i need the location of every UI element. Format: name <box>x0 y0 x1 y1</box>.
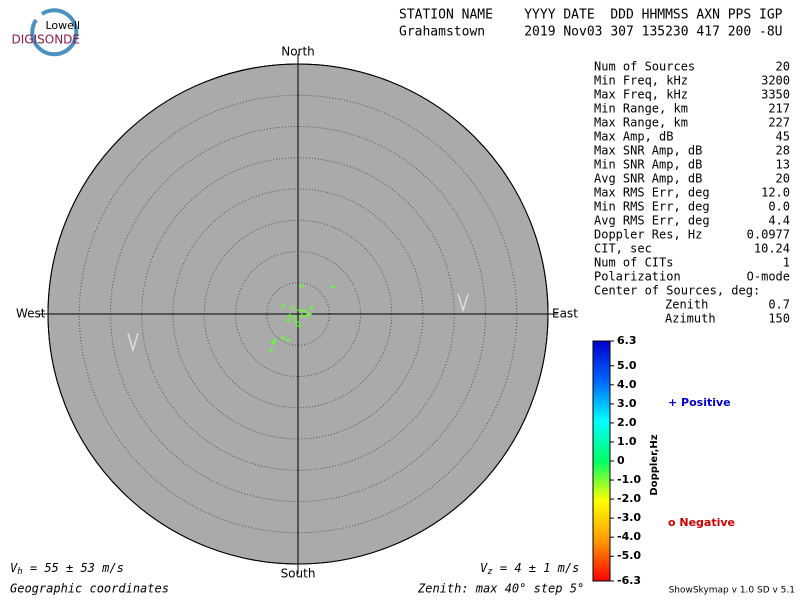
glyph <box>127 332 139 353</box>
colorbar-tick-label: -4.0 <box>617 530 641 543</box>
colorbar-tick-label: -3.0 <box>617 511 641 524</box>
source-point <box>298 283 304 289</box>
stat-value: 0.7 <box>768 298 790 312</box>
stat-value: 10.24 <box>754 242 790 256</box>
stat-label: Max RMS Err, deg <box>594 186 710 200</box>
colorbar-tick-label: 0 <box>617 454 625 467</box>
colorbar <box>592 340 611 582</box>
source-point <box>268 348 274 354</box>
glyph <box>457 293 469 313</box>
velocity-label: Vz = 4 ± 1 m/s <box>480 561 579 577</box>
source-point <box>285 317 291 323</box>
source-point <box>280 335 286 341</box>
source-point <box>293 319 299 325</box>
stat-value: 12.0 <box>761 186 790 200</box>
colorbar-tick-label: 5.0 <box>617 359 637 372</box>
source-point <box>270 340 276 346</box>
velocity-part: = 55 ± 53 m/s <box>23 561 124 575</box>
source-point <box>280 303 286 309</box>
stat-value: 0.0 <box>768 200 790 214</box>
stat-label: Max Freq, kHz <box>594 88 688 102</box>
stat-label: Min RMS Err, deg <box>594 200 710 214</box>
header-line: STATION NAME YYYY DATE DDD HHMMSS AXN PP… <box>399 8 783 23</box>
colorbar-tick-label: -2.0 <box>617 492 641 505</box>
colorbar-tick-label: 3.0 <box>617 397 637 410</box>
stat-label: Min Freq, kHz <box>594 74 688 88</box>
stat-label: CIT, sec <box>594 242 652 256</box>
source-point <box>330 284 336 290</box>
stat-value: O-mode <box>747 270 790 284</box>
stat-label: Center of Sources, deg: <box>594 284 760 298</box>
legend-positive: + Positive <box>668 396 731 409</box>
stat-value: 20 <box>776 172 790 186</box>
velocity-part: z <box>487 567 492 577</box>
velocity-label: Vh = 55 ± 53 m/s <box>10 561 124 577</box>
stat-value: 227 <box>768 116 790 130</box>
stat-value: 217 <box>768 102 790 116</box>
colorbar-tick-label: 2.0 <box>617 416 637 429</box>
colorbar-tick-label: 1.0 <box>617 435 637 448</box>
source-point <box>296 323 302 329</box>
stat-label: Azimuth <box>665 312 716 326</box>
stat-value: 3350 <box>761 88 790 102</box>
stat-label: Max SNR Amp, dB <box>594 144 702 158</box>
logo-bottom: DIGISONDE <box>12 33 80 47</box>
colorbar-tick-label: 4.0 <box>617 378 637 391</box>
stat-label: Avg SNR Amp, dB <box>594 172 702 186</box>
source-point <box>301 308 307 314</box>
legend-negative: o Negative <box>668 516 735 529</box>
logo-arc <box>30 8 79 57</box>
zenith-label: Zenith: max 40° step 5° <box>417 582 584 596</box>
velocity-part: V <box>480 561 488 575</box>
source-point <box>285 337 291 343</box>
source-point <box>304 313 310 319</box>
colorbar-tick-label: 6.3 <box>617 334 637 347</box>
logo-top: Lowell <box>45 19 80 32</box>
stat-value: 28 <box>776 144 790 158</box>
header-line: Grahamstown 2019 Nov03 307 135230 417 20… <box>399 25 783 40</box>
direction-label: West <box>16 307 46 321</box>
direction-label: East <box>552 307 578 321</box>
stat-value: 0.0977 <box>747 228 790 242</box>
coords-label: Geographic coordinates <box>10 582 169 596</box>
stat-value: 13 <box>776 158 790 172</box>
source-point <box>299 313 305 319</box>
stat-value: 3200 <box>761 74 790 88</box>
velocity-part: = 4 ± 1 m/s <box>493 561 580 575</box>
stat-value: 150 <box>768 312 790 326</box>
stat-label: Max Range, km <box>594 116 688 130</box>
source-point <box>290 305 296 311</box>
stat-label: Min SNR Amp, dB <box>594 158 702 172</box>
stat-label: Zenith <box>665 298 708 312</box>
velocity-part: h <box>17 567 22 577</box>
source-point <box>309 305 315 311</box>
colorbar-tick-label: -5.0 <box>617 549 641 562</box>
stat-label: Num of CITs <box>594 256 673 270</box>
stat-label: Doppler Res, Hz <box>594 228 702 242</box>
stat-value: 45 <box>776 130 790 144</box>
stat-value: 20 <box>776 60 790 74</box>
stat-label: Avg RMS Err, deg <box>594 214 710 228</box>
version-label: ShowSkymap v 1.0 SD v 5.1 <box>669 586 795 596</box>
colorbar-label: Doppler,Hz <box>649 434 660 495</box>
direction-label: South <box>281 567 316 581</box>
direction-label: North <box>281 45 315 59</box>
stat-value: 1 <box>783 256 790 270</box>
source-point <box>292 315 298 321</box>
velocity-part: V <box>10 561 18 575</box>
source-point <box>287 313 293 319</box>
stat-value: 4.4 <box>768 214 790 228</box>
source-point <box>297 307 303 313</box>
stat-label: Max Amp, dB <box>594 130 673 144</box>
stat-label: Polarization <box>594 270 681 284</box>
colorbar-tick-label: -1.0 <box>617 473 641 486</box>
stat-label: Num of Sources <box>594 60 695 74</box>
stat-label: Min Range, km <box>594 102 688 116</box>
colorbar-tick-label: -6.3 <box>617 574 641 587</box>
